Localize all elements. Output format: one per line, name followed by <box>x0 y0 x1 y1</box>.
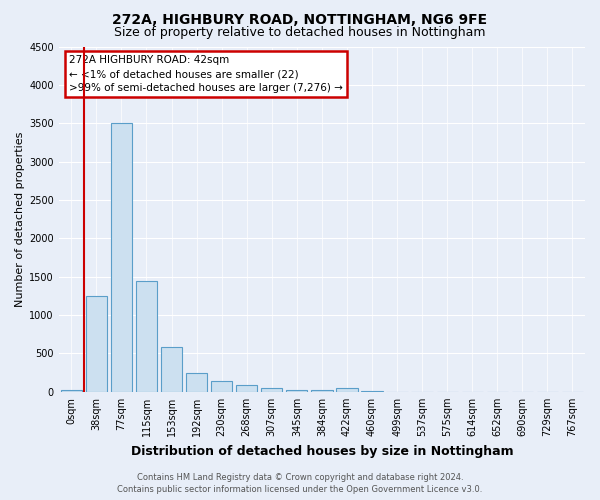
Bar <box>186 372 207 392</box>
Text: Contains HM Land Registry data © Crown copyright and database right 2024.
Contai: Contains HM Land Registry data © Crown c… <box>118 473 482 494</box>
Bar <box>236 386 257 392</box>
X-axis label: Distribution of detached houses by size in Nottingham: Distribution of detached houses by size … <box>131 444 513 458</box>
Bar <box>136 280 157 392</box>
Bar <box>111 123 132 392</box>
Bar <box>261 388 283 392</box>
Text: 272A, HIGHBURY ROAD, NOTTINGHAM, NG6 9FE: 272A, HIGHBURY ROAD, NOTTINGHAM, NG6 9FE <box>112 12 488 26</box>
Bar <box>211 381 232 392</box>
Text: 272A HIGHBURY ROAD: 42sqm
← <1% of detached houses are smaller (22)
>99% of semi: 272A HIGHBURY ROAD: 42sqm ← <1% of detac… <box>70 55 343 93</box>
Text: Size of property relative to detached houses in Nottingham: Size of property relative to detached ho… <box>114 26 486 39</box>
Bar <box>311 390 332 392</box>
Bar <box>286 390 307 392</box>
Bar <box>161 348 182 392</box>
Bar <box>61 390 82 392</box>
Bar <box>86 296 107 392</box>
Y-axis label: Number of detached properties: Number of detached properties <box>15 132 25 307</box>
Bar <box>336 388 358 392</box>
